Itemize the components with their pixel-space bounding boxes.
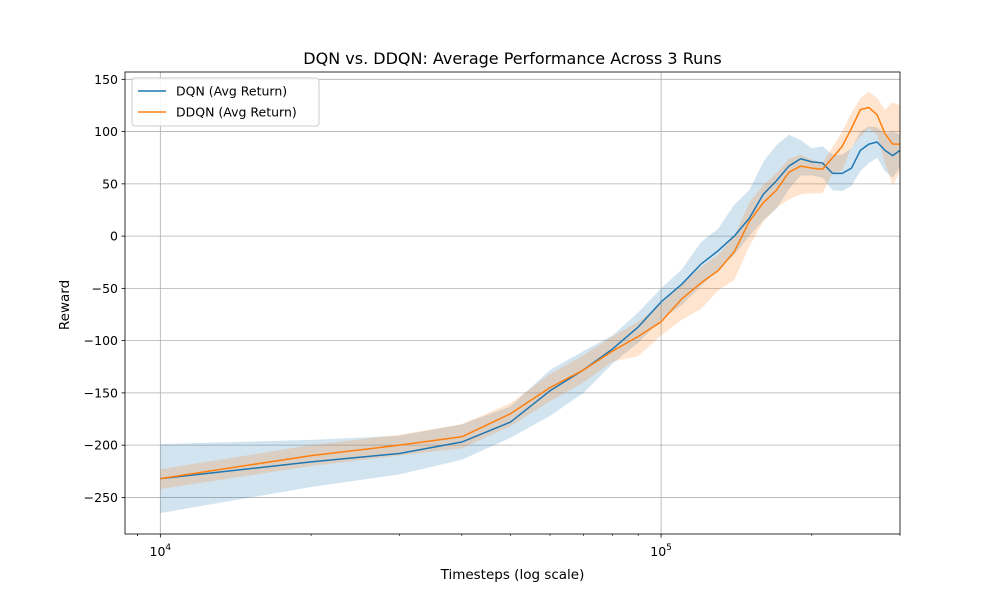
plot-area: 150 100 50 0 −50 −100 −150 −200 −250 104 105 DQN (A… bbox=[84, 71, 901, 559]
y-tick-label: −200 bbox=[84, 438, 118, 453]
legend: DQN (Avg Return) DDQN (Avg Return) bbox=[131, 77, 320, 127]
series-line-dqn bbox=[160, 141, 901, 480]
y-tick-label: 100 bbox=[94, 124, 118, 139]
axes-frame bbox=[124, 71, 901, 535]
series-line-ddqn bbox=[160, 106, 900, 480]
x-tick-label: 105 bbox=[650, 543, 672, 559]
legend-label-dqn: DQN (Avg Return) bbox=[176, 84, 287, 99]
y-tick-label: −100 bbox=[84, 333, 118, 348]
x-ticks: 104 105 bbox=[150, 534, 672, 559]
x-axis-label: Timesteps (log scale) bbox=[440, 567, 585, 583]
x-tick-label: 104 bbox=[150, 543, 172, 559]
x-minor-ticks bbox=[137, 534, 901, 536]
y-ticks: 150 100 50 0 −50 −100 −150 −200 −250 bbox=[84, 72, 125, 505]
plot-background bbox=[125, 72, 900, 534]
y-tick-label: 150 bbox=[94, 72, 118, 87]
legend-box bbox=[131, 77, 320, 127]
y-tick-label: −50 bbox=[92, 281, 118, 296]
chart-title: DQN vs. DDQN: Average Performance Across… bbox=[303, 49, 721, 68]
y-tick-label: −150 bbox=[84, 385, 118, 400]
y-tick-label: −250 bbox=[84, 490, 118, 505]
legend-label-ddqn: DDQN (Avg Return) bbox=[176, 105, 297, 120]
y-tick-label: 0 bbox=[110, 229, 118, 244]
y-axis-label: Reward bbox=[57, 280, 73, 330]
confidence-band-ddqn bbox=[160, 91, 901, 490]
y-tick-label: 50 bbox=[102, 176, 118, 191]
